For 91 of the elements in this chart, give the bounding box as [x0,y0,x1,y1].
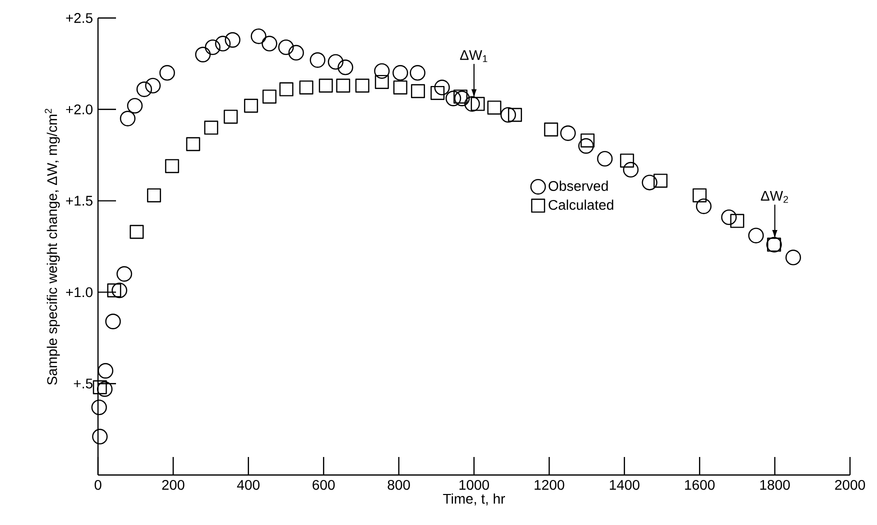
point [692,188,707,202]
point [159,65,175,81]
point [721,209,737,226]
point [92,428,108,444]
x-tick-label: 1000 [460,480,490,490]
point [186,137,200,152]
point [224,32,240,48]
x-tick-label: 1200 [534,480,564,490]
point [262,90,276,104]
x-tick-label: 400 [237,480,260,490]
point [430,86,445,100]
point [130,224,144,239]
point [105,314,121,330]
point [204,39,220,56]
legend-label: Observed [548,180,608,191]
annotation: ΔW$_{2}$ [760,190,788,203]
y-tick-label: +.5 [74,378,92,388]
point [224,110,238,124]
point [279,82,294,96]
point [262,36,278,52]
point [748,228,764,244]
point [299,80,314,94]
point [92,380,107,394]
point [91,400,107,416]
point [392,65,408,81]
point [328,54,344,70]
x-tick-label: 1600 [685,480,715,490]
y-axis-title: Sample specific weight change, ΔW, mg/cm$^{2}$ [44,108,60,385]
point [195,46,211,62]
point [112,282,128,298]
point [785,250,802,266]
point [116,266,132,282]
point [410,65,426,81]
point [310,52,326,68]
point [204,120,218,135]
point [250,28,266,44]
point [470,96,485,111]
point [453,90,468,104]
point [338,60,354,76]
point [623,162,639,178]
x-axis-title: Time, t, hr [443,493,506,506]
point [147,188,162,202]
x-tick-label: 200 [162,480,184,490]
point [508,108,522,122]
point [620,154,634,168]
point [434,80,450,96]
point [355,78,370,93]
point [374,74,389,89]
point [500,107,516,123]
x-tick-label: 1800 [760,480,790,490]
point [336,78,350,93]
point [244,98,258,113]
point [145,78,161,94]
point [642,174,658,190]
point [654,174,668,188]
point [597,150,613,167]
x-tick-label: 600 [312,480,335,490]
point [278,39,294,56]
point [96,381,113,397]
annotation: ΔW$_{1}$ [460,50,488,62]
point [446,90,462,106]
point [464,96,480,112]
point [580,133,595,148]
x-tick-label: 0 [94,480,102,490]
legend-label: Calculated [548,200,614,210]
point [560,125,576,141]
point [215,36,231,52]
x-tick-label: 1400 [610,480,640,490]
point [127,98,143,114]
point [136,81,152,98]
point [487,100,502,115]
y-tick-label: +1.5 [66,196,92,206]
point [696,198,712,214]
point [374,63,390,79]
x-tick-label: 2000 [835,480,866,490]
point [730,214,744,228]
point [120,110,136,126]
point [98,363,114,379]
point [318,78,333,93]
point [393,80,408,94]
point [410,84,425,98]
y-tick-label: +1.0 [66,287,93,298]
point [544,122,558,137]
point [454,90,470,106]
y-tick-label: +2.5 [66,13,92,23]
point [165,159,180,174]
y-tick-label: +2.0 [66,104,93,114]
x-tick-label: 800 [388,480,410,490]
point [107,283,122,298]
point [578,138,594,154]
point [288,44,304,61]
